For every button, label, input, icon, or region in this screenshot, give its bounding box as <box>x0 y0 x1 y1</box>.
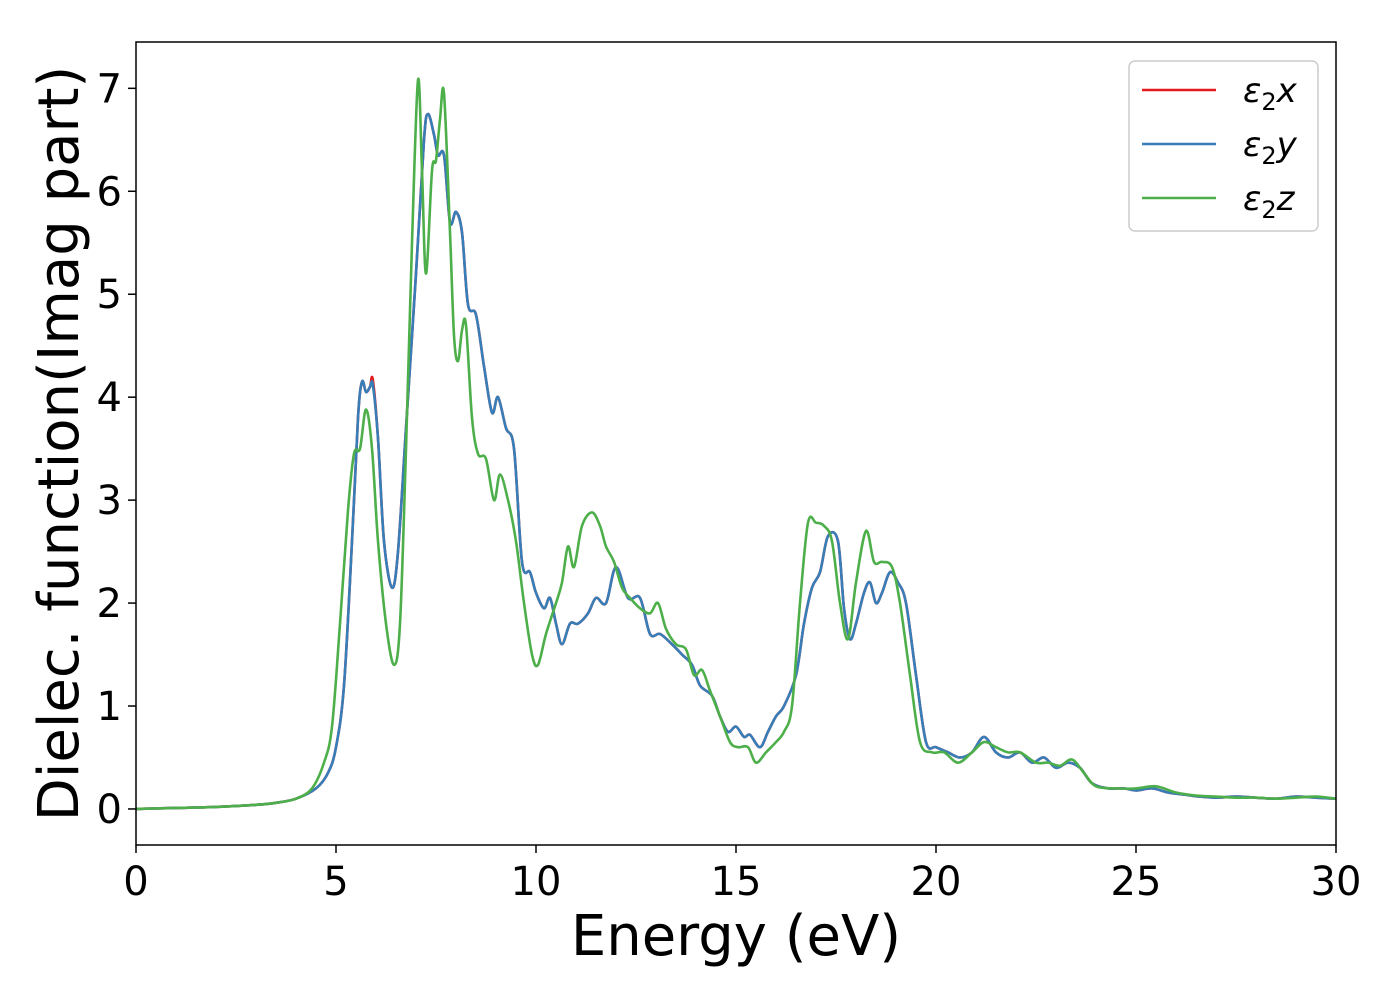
x-tick-label: 25 <box>1111 859 1162 905</box>
x-tick-label: 20 <box>911 859 962 905</box>
legend-label: ε2y <box>1243 125 1298 170</box>
x-axis-title: Energy (eV) <box>571 904 901 969</box>
legend-entry-z: ε2z <box>1142 179 1296 224</box>
y-tick-label: 6 <box>97 169 122 215</box>
y-tick-label: 5 <box>97 272 122 318</box>
legend: ε2x ε2y ε2z <box>1128 60 1319 232</box>
legend-entry-y: ε2y <box>1142 125 1298 170</box>
y-tick-label: 3 <box>97 478 122 524</box>
x-tick-label: 10 <box>511 859 562 905</box>
x-tick-label: 5 <box>323 859 348 905</box>
legend-label: ε2x <box>1243 71 1298 116</box>
x-axis: 0 5 10 15 20 25 30 <box>123 845 1361 905</box>
y-tick-label: 0 <box>97 787 122 833</box>
plot-lines <box>136 77 1336 811</box>
y-tick-label: 7 <box>97 66 122 112</box>
legend-label: ε2z <box>1243 179 1296 224</box>
x-tick-label: 15 <box>711 859 762 905</box>
series-line-z <box>136 77 1336 811</box>
y-axis-title: Dielec. function(Imag part) <box>27 66 92 822</box>
series-line-y <box>136 112 1336 811</box>
y-tick-label: 2 <box>97 581 122 627</box>
legend-box <box>1128 60 1319 232</box>
y-tick-label: 1 <box>97 684 122 730</box>
y-axis: 0 1 2 3 4 5 6 7 <box>97 66 136 833</box>
legend-entry-x: ε2x <box>1142 71 1298 116</box>
x-tick-label: 0 <box>123 859 148 905</box>
x-tick-label: 30 <box>1311 859 1362 905</box>
y-tick-label: 4 <box>97 375 122 421</box>
